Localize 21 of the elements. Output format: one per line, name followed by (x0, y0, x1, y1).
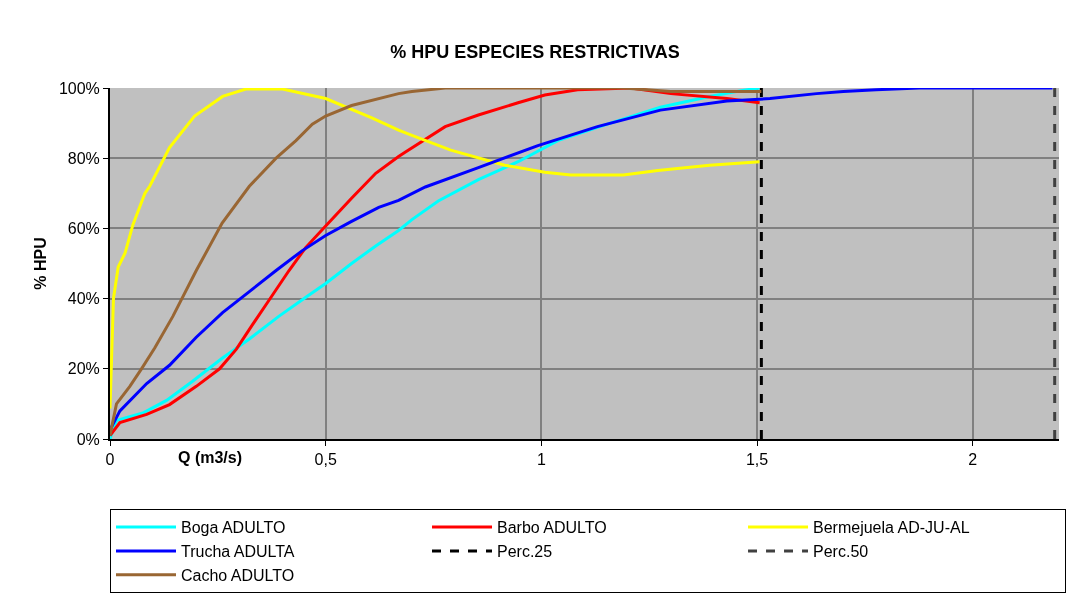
legend-label: Cacho ADULTO (181, 566, 295, 584)
y-tick-label: 100% (58, 79, 100, 97)
y-axis-title: % HPU (32, 237, 50, 290)
x-tick-label: 0,5 (314, 451, 337, 469)
y-tick-label: 60% (67, 220, 100, 237)
x-tick-label: 1 (536, 451, 546, 469)
x-tick-label: 1,5 (745, 451, 769, 469)
y-tick-label: 80% (67, 149, 100, 167)
legend-label: Perc.25 (497, 543, 553, 561)
legend-label: Boga ADULTO (181, 519, 286, 537)
x-tick-label: 2 (968, 451, 978, 469)
y-tick-label: 40% (67, 290, 100, 308)
legend-label: Trucha ADULTA (181, 543, 295, 561)
x-tick-label: 0 (105, 451, 115, 469)
x-axis-title: Q (m3/s) (178, 449, 243, 466)
legend-label: Bermejuela AD-JU-AL (813, 519, 970, 537)
y-tick-label: 20% (67, 360, 100, 378)
y-tick-label: 0% (76, 430, 100, 448)
legend-label: Barbo ADULTO (497, 519, 607, 537)
legend-label: Perc.50 (813, 543, 869, 561)
chart-title: % HPU ESPECIES RESTRICTIVAS (390, 41, 680, 62)
